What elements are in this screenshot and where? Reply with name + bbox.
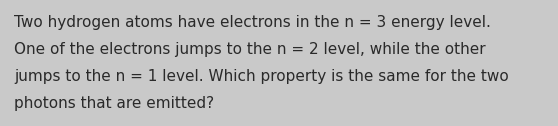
Text: One of the electrons jumps to the n = 2 level, while the other: One of the electrons jumps to the n = 2 … [14,42,485,57]
Text: Two hydrogen atoms have electrons in the n = 3 energy level.: Two hydrogen atoms have electrons in the… [14,15,491,30]
Text: jumps to the n = 1 level. Which property is the same for the two: jumps to the n = 1 level. Which property… [14,69,509,84]
Text: photons that are emitted?: photons that are emitted? [14,96,214,111]
